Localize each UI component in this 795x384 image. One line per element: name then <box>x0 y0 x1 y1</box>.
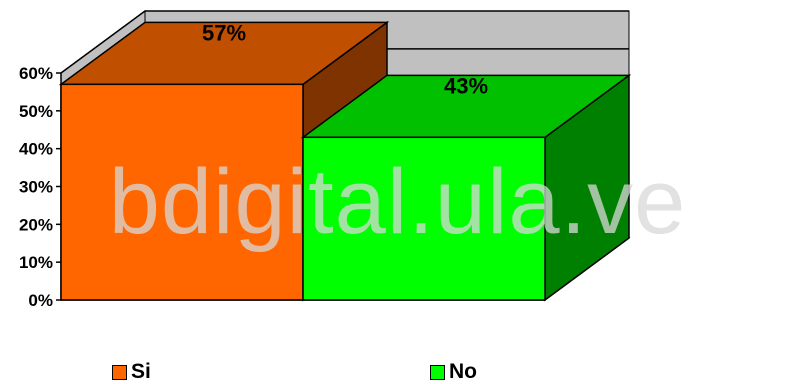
bar-front <box>60 83 304 301</box>
data-labels: 57% 43% <box>202 20 488 98</box>
legend-swatch-si <box>112 364 127 380</box>
y-tick-labels: 0% 10% 20% 30% 40% 50% 60% <box>19 64 53 310</box>
gridline <box>60 10 629 74</box>
legend-label-si: Si <box>131 360 151 383</box>
data-label-si: 57% <box>202 20 246 45</box>
bars <box>58 20 632 302</box>
legend-item-no: No <box>430 360 477 384</box>
y-tick-label: 50% <box>19 102 53 121</box>
data-label-no: 43% <box>444 73 488 98</box>
legend-item-si: Si <box>112 360 151 384</box>
y-tick-label: 40% <box>19 140 53 159</box>
y-tick-label: 30% <box>19 178 53 197</box>
legend-swatch-no <box>430 364 445 380</box>
y-tick-label: 10% <box>19 253 53 272</box>
y-tick-label: 60% <box>19 64 53 83</box>
bar-front <box>302 136 546 301</box>
y-tick-label: 20% <box>19 215 53 234</box>
bar-no <box>300 73 632 302</box>
y-tick-label: 0% <box>28 291 53 310</box>
legend-label-no: No <box>449 360 477 383</box>
